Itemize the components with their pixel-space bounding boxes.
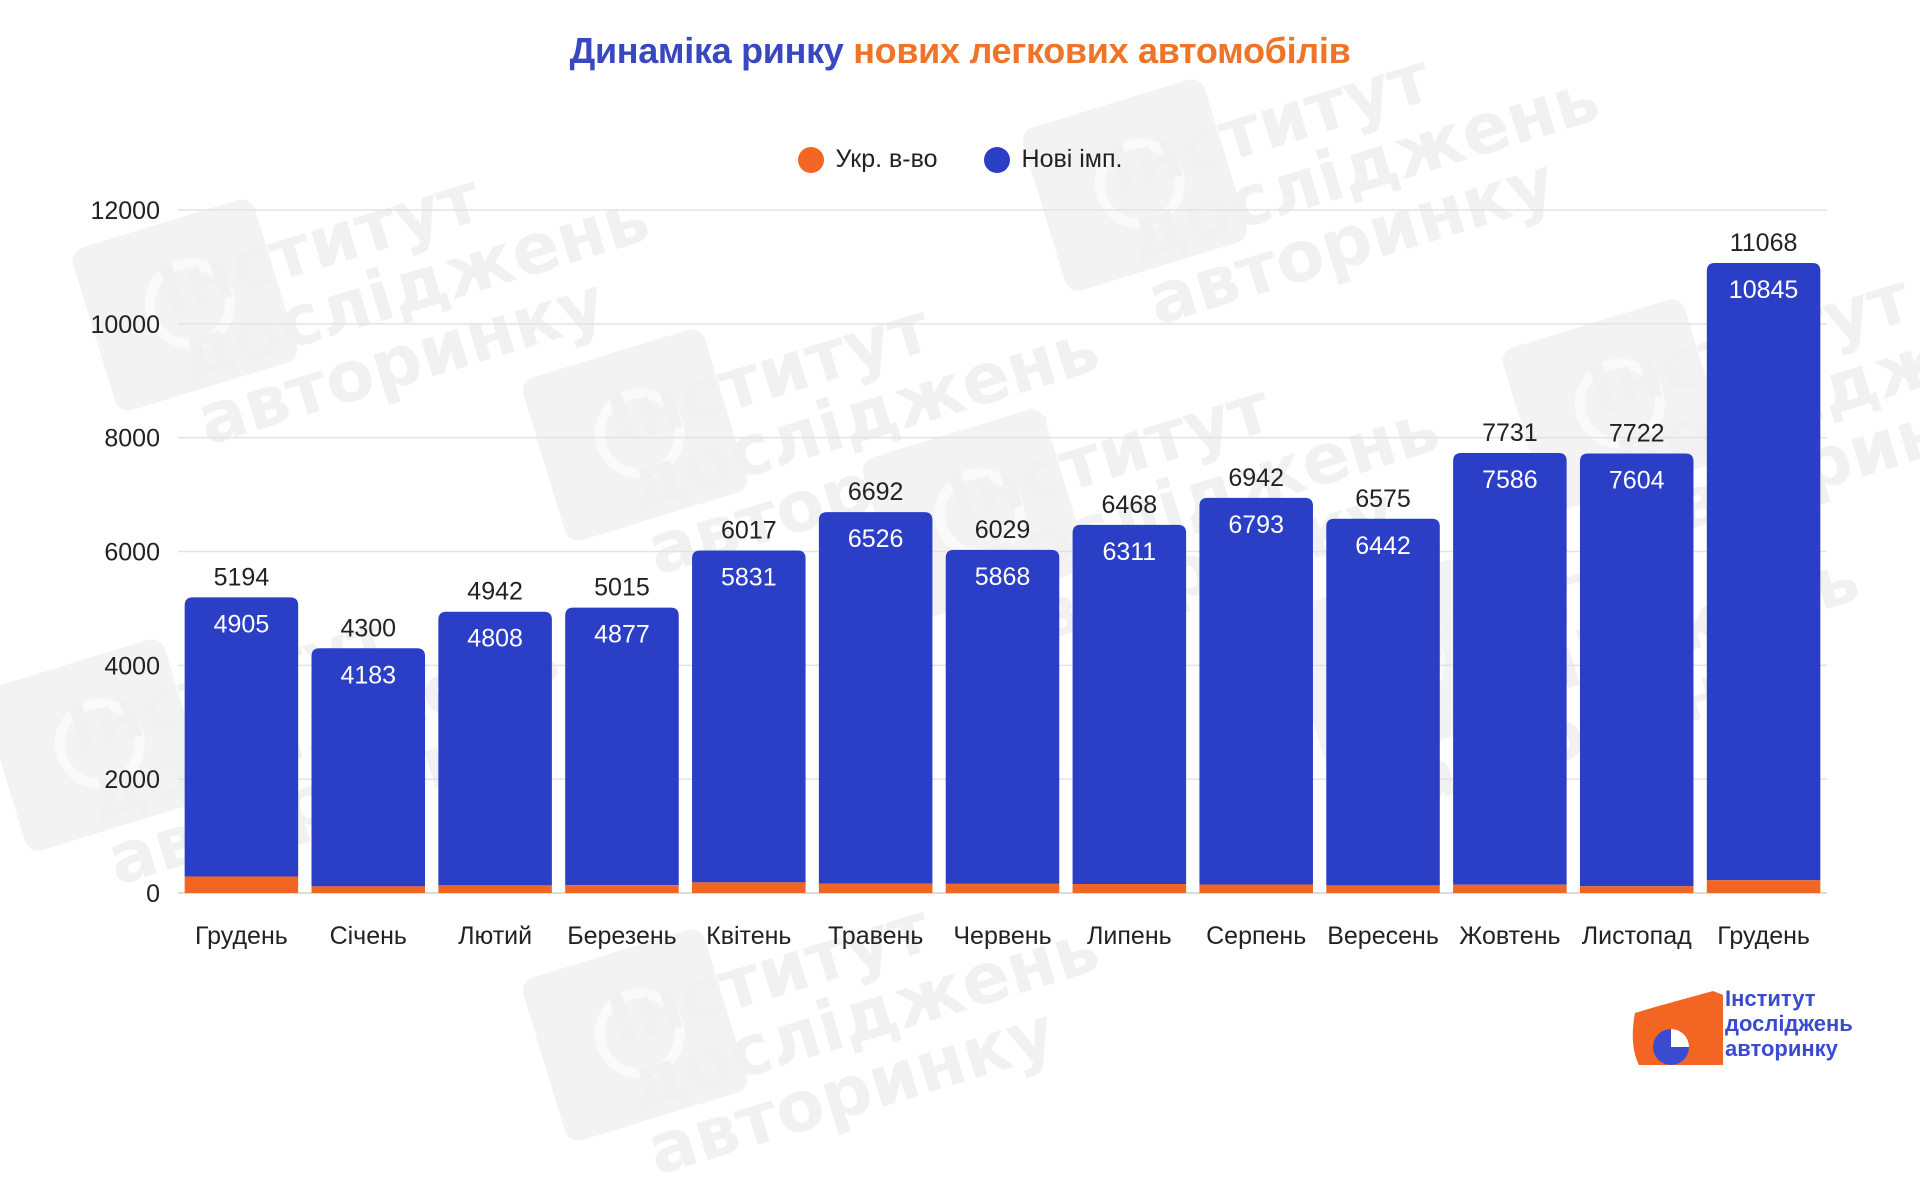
bar-ukr xyxy=(1706,880,1821,893)
chart-title-part2: нових легкових автомобілів xyxy=(853,30,1351,71)
bar-ukr xyxy=(1453,884,1567,893)
bar-ukr xyxy=(438,885,552,893)
logo-line-2: досліджень xyxy=(1725,1011,1853,1036)
bar-ukr xyxy=(311,886,426,893)
import-value-label: 4808 xyxy=(467,625,523,653)
y-tick-label: 10000 xyxy=(90,311,160,339)
total-label: 6017 xyxy=(721,517,777,545)
total-label: 6692 xyxy=(848,478,904,506)
x-tick-label: Грудень xyxy=(1717,922,1810,950)
import-value-label: 4877 xyxy=(594,621,650,649)
x-tick-label: Квітень xyxy=(706,922,791,950)
bar-import xyxy=(1326,518,1440,886)
total-label: 7731 xyxy=(1482,419,1538,447)
x-tick-label: Грудень xyxy=(195,922,288,950)
y-tick-label: 0 xyxy=(146,880,160,908)
import-value-label: 5868 xyxy=(975,563,1031,591)
bar-ukr xyxy=(565,885,679,893)
legend-label-ukr: Укр. в-во xyxy=(835,145,938,173)
legend-dot-ukr xyxy=(797,146,824,173)
x-tick-label: Липень xyxy=(1087,922,1172,950)
bar-import xyxy=(184,597,299,877)
bar-ukr xyxy=(184,876,299,893)
bar-import xyxy=(1706,263,1821,881)
import-value-label: 6526 xyxy=(848,525,904,553)
import-value-label: 7604 xyxy=(1609,466,1665,494)
chart-legend: Укр. в-во Нові імп. xyxy=(0,145,1920,174)
y-tick-label: 2000 xyxy=(104,766,160,794)
import-value-label: 4905 xyxy=(214,610,270,638)
total-label: 6029 xyxy=(975,516,1031,544)
import-value-label: 6793 xyxy=(1228,511,1284,539)
bar-chart: 0 2000 4000 6000 8000 10000 12000 5194 4905 Груде… xyxy=(90,197,1827,950)
logo-line-3: авторинку xyxy=(1725,1036,1838,1061)
x-tick-label: Червень xyxy=(953,922,1051,950)
y-tick-label: 6000 xyxy=(104,539,160,567)
y-tick-label: 8000 xyxy=(104,425,160,453)
x-tick-label: Березень xyxy=(567,922,677,950)
legend-dot-import xyxy=(983,146,1010,173)
bar-ukr xyxy=(945,883,1060,893)
institute-logo xyxy=(1632,991,1723,1065)
bar-import xyxy=(565,607,679,886)
x-tick-label: Вересень xyxy=(1327,922,1439,950)
import-value-label: 6311 xyxy=(1102,538,1156,566)
x-tick-label: Січень xyxy=(330,922,407,950)
bar-ukr xyxy=(1199,884,1313,893)
bar-import xyxy=(1199,497,1313,885)
logo-text: Інститут досліджень авторинку xyxy=(1725,986,1853,1061)
x-tick-label: Лютий xyxy=(458,922,532,950)
total-label: 7722 xyxy=(1609,419,1665,447)
bar-import xyxy=(692,550,806,883)
logo-line-1: Інститут xyxy=(1725,986,1816,1011)
bar-ukr xyxy=(692,882,806,893)
chart-title-part1: Динаміка ринку xyxy=(569,30,844,71)
legend-label-import: Нові імп. xyxy=(1021,145,1123,173)
import-value-label: 10845 xyxy=(1729,276,1799,304)
total-label: 4942 xyxy=(467,578,523,606)
legend-item-import: Нові імп. xyxy=(983,145,1123,174)
total-label: 11068 xyxy=(1730,229,1798,257)
y-tick-label: 12000 xyxy=(90,197,160,225)
total-label: 6575 xyxy=(1355,485,1411,513)
bar-import xyxy=(1453,452,1567,885)
logo-pie-slice-icon xyxy=(1671,1029,1689,1047)
bar-ukr xyxy=(1579,886,1694,893)
x-tick-label: Травень xyxy=(828,922,923,950)
bar-import xyxy=(311,648,426,887)
bar-import xyxy=(945,549,1060,884)
import-value-label: 6442 xyxy=(1355,532,1411,560)
bar-import xyxy=(438,611,552,886)
y-tick-label: 4000 xyxy=(104,652,160,680)
total-label: 6942 xyxy=(1228,464,1284,492)
x-tick-label: Жовтень xyxy=(1459,922,1560,950)
bar-ukr xyxy=(1326,885,1440,893)
import-value-label: 4183 xyxy=(340,661,396,689)
bar-import xyxy=(1579,453,1694,887)
chart-title: Динаміка ринку нових легкових автомобілі… xyxy=(0,30,1920,72)
x-tick-label: Серпень xyxy=(1206,922,1306,950)
total-label: 5194 xyxy=(214,563,270,591)
bar-import xyxy=(818,512,933,884)
bar-ukr xyxy=(818,883,933,893)
x-tick-label: Листопад xyxy=(1582,922,1692,950)
bar-import xyxy=(1072,524,1187,885)
bar-ukr xyxy=(1072,884,1187,893)
total-label: 5015 xyxy=(594,574,650,602)
legend-item-ukr: Укр. в-во xyxy=(797,145,938,174)
total-label: 4300 xyxy=(340,614,396,642)
total-label: 6468 xyxy=(1102,491,1158,519)
import-value-label: 5831 xyxy=(721,564,777,592)
import-value-label: 7586 xyxy=(1482,466,1538,494)
